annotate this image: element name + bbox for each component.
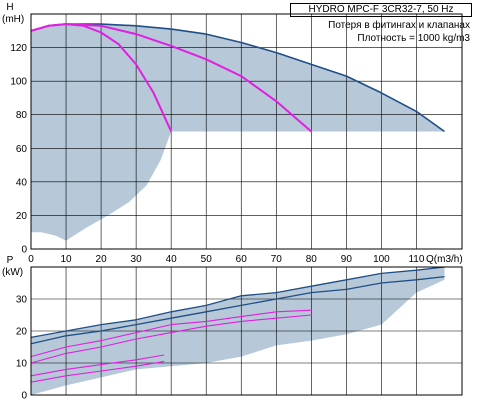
- x-tick-label: 30: [131, 254, 143, 265]
- series-line-3: [30, 23, 312, 133]
- y-axis-unit: (kW): [2, 267, 23, 278]
- y-tick-label: 60: [16, 144, 28, 155]
- series-line-1: [30, 266, 445, 339]
- x-tick-label: 60: [236, 254, 248, 265]
- y-axis-label: P: [7, 255, 14, 266]
- x-tick-label: 0: [28, 254, 34, 265]
- x-tick-label: 80: [306, 254, 318, 265]
- operating-area: [31, 24, 445, 241]
- x-tick-label: 110: [408, 254, 424, 265]
- head-chart: 0 20 40 60 80 100 120 0 10 20 30 40 50 60 70 80 90 100 110…: [2, 2, 463, 265]
- x-tick-label: 20: [96, 254, 108, 265]
- power-chart: 0 10 20 30 P(kW): [2, 255, 463, 400]
- y-axis-unit: (mH): [2, 14, 24, 25]
- series-line-6: [30, 360, 165, 383]
- series-line-4: [30, 314, 312, 364]
- x-axis-label: Q(m3/h): [426, 254, 463, 265]
- y-tick-label: 120: [10, 43, 27, 54]
- x-tick-label: 40: [166, 254, 178, 265]
- series-line-3: [30, 309, 312, 358]
- y-tick-label: 0: [21, 391, 27, 400]
- plot-frame: [30, 13, 463, 250]
- y-tick-label: 80: [16, 110, 28, 121]
- x-tick-label: 10: [60, 254, 72, 265]
- x-tick-label: 70: [271, 254, 283, 265]
- note-density: Плотность = 1000 kg/m3: [357, 33, 470, 44]
- y-axis-label: H: [6, 2, 13, 13]
- series-line-5: [30, 354, 165, 377]
- y-tick-label: 20: [16, 211, 28, 222]
- x-tick-label: 50: [201, 254, 213, 265]
- note-fittings: Потеря в фитингах и клапанах: [328, 20, 470, 31]
- y-tick-label: 0: [21, 245, 27, 256]
- y-tick-label: 40: [16, 177, 28, 188]
- x-tick-label: 90: [341, 254, 353, 265]
- x-tick-label: 100: [373, 254, 390, 265]
- series-line-2: [30, 275, 445, 345]
- y-tick-label: 20: [16, 327, 28, 338]
- y-tick-label: 100: [10, 77, 27, 88]
- y-tick-label: 10: [16, 359, 28, 370]
- y-tick-label: 30: [16, 295, 28, 306]
- plot-frame: [30, 266, 463, 396]
